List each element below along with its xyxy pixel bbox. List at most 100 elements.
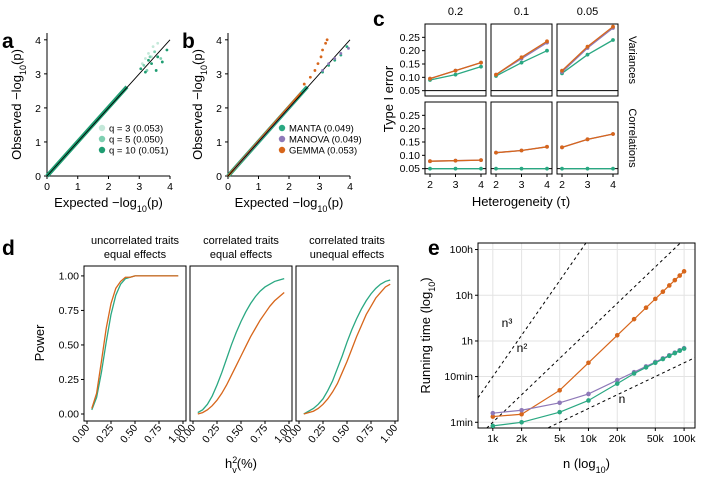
c-point-manta xyxy=(545,166,549,171)
e-y-tick-label: 10h xyxy=(455,290,473,302)
d-y-tick-label: 0.75 xyxy=(59,305,80,317)
c-column-strip: 0.2 xyxy=(448,6,463,18)
d-y-tick-label: 0.00 xyxy=(59,409,80,421)
d-strip-line2: equal effects xyxy=(210,249,273,261)
d-y-tick-label: 0.25 xyxy=(59,374,80,386)
a-x-tick-label: 1 xyxy=(75,181,81,193)
a-point xyxy=(139,67,143,71)
a-legend-key xyxy=(98,124,106,132)
c-x-tick-label: 4 xyxy=(544,179,550,191)
e-point-manova xyxy=(519,407,524,413)
c-point-gemma xyxy=(479,60,483,65)
c-row-strip: Variances xyxy=(626,36,638,85)
b-legend-label: MANOVA (0.049) xyxy=(289,135,362,146)
d-series-gemma xyxy=(197,291,285,415)
a-point xyxy=(165,48,169,52)
b-y-tick-label: 4 xyxy=(216,35,222,47)
a-x-tick-label: 4 xyxy=(167,181,173,193)
e-x-tick-label: 50k xyxy=(647,433,665,445)
b-point xyxy=(321,48,324,52)
e-point-manta xyxy=(653,360,658,366)
e-point-manova xyxy=(557,400,562,406)
a-point xyxy=(142,63,146,67)
d-x-tick-label: 0.50 xyxy=(330,422,352,445)
c-column-strip: 0.1 xyxy=(514,6,529,18)
c-y-tick-label: 0.20 xyxy=(400,45,421,57)
b-x-title: Expected −log10(p) xyxy=(235,195,344,214)
a-point xyxy=(148,55,152,59)
b-legend-key xyxy=(278,135,286,143)
e-point-manta xyxy=(490,423,496,428)
b-x-tick-label: 0 xyxy=(225,181,231,193)
e-point-gemma xyxy=(490,414,496,419)
e-x-tick-label: 1k xyxy=(487,433,499,445)
b-point xyxy=(313,69,317,72)
c-point-gemma xyxy=(611,24,615,29)
c-point-manta xyxy=(479,64,483,69)
a-point xyxy=(147,52,150,55)
b-point xyxy=(333,57,337,60)
b-y-title: Observed −log10(p) xyxy=(190,49,209,160)
c-column-strip: 0.05 xyxy=(577,6,598,18)
c-point-manta xyxy=(585,52,590,57)
c-point-manta xyxy=(519,60,524,65)
e-x-tick-label: 2k xyxy=(516,433,528,445)
e-x-tick-label: 100k xyxy=(673,433,697,445)
c-point-gemma xyxy=(479,158,483,163)
b-x-tick-label: 1 xyxy=(256,181,262,193)
c-facet-frame xyxy=(424,23,487,97)
c-x-tick-label: 3 xyxy=(453,179,459,191)
a-y-tick-label: 4 xyxy=(35,35,41,47)
e-point-manta xyxy=(614,381,620,386)
e-reference-label: n² xyxy=(517,341,528,355)
a-legend-label: q = 5 (0.050) xyxy=(109,135,163,146)
e-point-manta xyxy=(660,356,666,362)
a-y-tick-label: 2 xyxy=(35,103,41,115)
panel-label-d: d xyxy=(2,237,15,260)
d-x-tick-label: 0.25 xyxy=(306,422,328,445)
d-x-tick-label: 1.00 xyxy=(378,422,400,445)
b-y-tick-label: 3 xyxy=(216,69,222,81)
b-point xyxy=(319,55,323,59)
b-x-tick-label: 2 xyxy=(286,181,292,193)
c-point-gemma xyxy=(560,145,564,150)
b-x-tick-label: 3 xyxy=(317,181,323,193)
c-y-tick-label: 0.05 xyxy=(400,163,421,175)
e-x-title: n (log10) xyxy=(563,456,610,475)
c-point-manta xyxy=(453,166,458,171)
c-point-manta xyxy=(611,166,615,171)
c-point-manta xyxy=(545,48,549,53)
c-point-manta xyxy=(560,166,564,171)
e-frame xyxy=(477,242,696,429)
d-strip-line1: correlated traits xyxy=(309,235,385,247)
c-facet-frame xyxy=(556,23,619,97)
a-point xyxy=(160,60,164,64)
a-y-tick-label: 0 xyxy=(35,171,41,183)
c-y-tick-label: 0.10 xyxy=(400,72,421,84)
c-point-gemma xyxy=(519,148,524,153)
c-point-gemma xyxy=(545,144,549,149)
b-point xyxy=(302,82,306,86)
c-point-gemma xyxy=(585,137,590,142)
c-point-manta xyxy=(428,166,432,171)
e-point-gemma xyxy=(519,411,524,417)
d-x-tick-label: 0.75 xyxy=(142,422,164,445)
d-x-tick-label: 0.75 xyxy=(354,422,376,445)
c-point-gemma xyxy=(428,159,432,164)
e-x-tick-label: 20k xyxy=(609,433,627,445)
a-legend-label: q = 3 (0.053) xyxy=(109,124,163,135)
b-legend-key xyxy=(278,124,286,132)
c-point-manta xyxy=(519,166,524,171)
b-point xyxy=(347,46,350,50)
c-x-tick-label: 4 xyxy=(610,179,616,191)
d-strip-line2: unequal effects xyxy=(310,249,385,261)
d-x-tick-label: 0.75 xyxy=(248,422,270,445)
c-x-tick-label: 2 xyxy=(427,179,433,191)
panel-label-c: c xyxy=(373,8,385,31)
panel-label-a: a xyxy=(2,30,14,53)
b-point xyxy=(339,52,343,55)
c-point-gemma xyxy=(519,55,524,60)
c-y-tick-label: 0.15 xyxy=(400,137,421,149)
c-x-title: Heterogeneity (τ) xyxy=(472,194,570,209)
